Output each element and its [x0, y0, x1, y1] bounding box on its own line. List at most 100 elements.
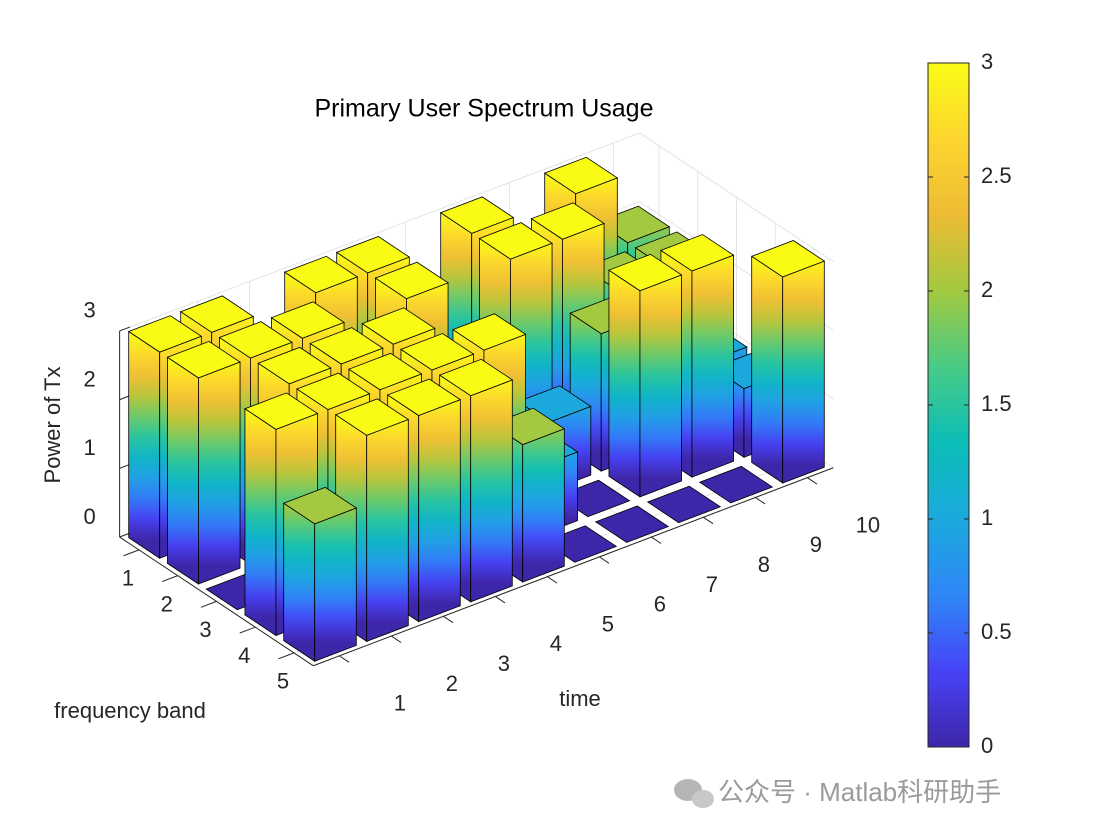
colorbar-tick-label: 2.5 — [981, 163, 1012, 188]
x-axis-label: time — [559, 686, 601, 711]
bar-top-face — [608, 253, 683, 292]
y-axis-label: frequency band — [54, 698, 206, 723]
x-tick-label: 3 — [498, 651, 510, 676]
bar-top-face — [179, 295, 255, 333]
icon-bubble — [692, 790, 714, 808]
x-tick — [599, 556, 610, 564]
bar-top-face — [400, 333, 475, 371]
bar — [750, 240, 826, 484]
bar-top-face — [296, 372, 371, 411]
bar-top-face — [348, 352, 423, 391]
z-axis-label: Power of Tx — [40, 367, 65, 484]
y-tick — [123, 549, 140, 557]
x-tick — [651, 536, 662, 544]
y-tick-label: 3 — [199, 617, 211, 642]
x-tick-label: 1 — [394, 691, 406, 716]
bar-front-face — [782, 260, 825, 484]
x-tick — [547, 576, 558, 584]
y-tick-label: 4 — [238, 643, 250, 668]
y-tick-label: 5 — [277, 669, 289, 694]
bar — [608, 253, 683, 498]
y-tick-label: 2 — [161, 591, 173, 616]
z-tick — [119, 326, 131, 332]
x-tick-label: 2 — [446, 671, 458, 696]
x-tick — [703, 516, 714, 525]
colorbar-tick-label: 1 — [981, 505, 993, 530]
bar-top-face — [244, 392, 319, 430]
chart-title: Primary User Spectrum Usage — [315, 95, 654, 123]
z-tick-label: 2 — [84, 366, 96, 391]
bar-top-face — [594, 505, 670, 543]
x-tick — [807, 477, 818, 485]
grid-line — [119, 132, 640, 332]
bar-top-face — [309, 327, 384, 365]
bar-front-face — [691, 254, 734, 478]
bar-front-face — [366, 418, 409, 643]
bar-front-face — [470, 379, 513, 603]
bar-top-face — [478, 222, 553, 260]
colorbar-tick-label: 3 — [981, 49, 993, 74]
bar-top-face — [660, 234, 735, 272]
bar-top-face — [452, 313, 527, 351]
watermark: 公众号 · Matlab科研助手 — [718, 777, 1001, 807]
bar-top-face — [361, 307, 436, 345]
y-tick — [239, 626, 256, 634]
x-tick — [755, 497, 766, 505]
bar-top-face — [218, 321, 293, 359]
x-tick-label: 5 — [602, 611, 614, 636]
bar-side-face — [128, 330, 161, 559]
x-tick — [443, 615, 454, 624]
z-tick-label: 0 — [84, 504, 96, 529]
bar-top-face — [282, 486, 358, 525]
bar-front-face — [522, 428, 565, 583]
grid-line — [639, 132, 834, 263]
z-tick-label: 1 — [84, 435, 96, 460]
bar-top-face — [270, 301, 345, 339]
x-tick-label: 7 — [706, 572, 718, 597]
bar — [166, 340, 241, 585]
bar-top-face — [530, 202, 605, 240]
z-tick — [119, 463, 131, 469]
colorbar-tick-label: 1.5 — [981, 391, 1012, 416]
y-tick — [200, 600, 217, 608]
bar-front-face — [314, 507, 357, 662]
bar-top-face — [127, 315, 203, 353]
bar-top-face — [334, 398, 410, 436]
bar-top-face — [335, 236, 411, 274]
y-tick-label: 1 — [122, 566, 134, 591]
bar-side-face — [167, 356, 199, 585]
colorbar — [927, 62, 970, 748]
bar-side-face — [244, 408, 277, 637]
x-tick-label: 8 — [758, 552, 770, 577]
x-tick — [495, 596, 506, 604]
bar-top-face — [283, 255, 359, 294]
x-tick-label: 10 — [856, 512, 880, 537]
x-tick-label: 6 — [654, 592, 666, 617]
bar — [594, 505, 670, 543]
bar-top-face — [374, 261, 449, 300]
bar — [282, 486, 358, 662]
bar — [646, 485, 722, 524]
bar-top-face — [543, 156, 619, 195]
bar-top-face — [438, 358, 514, 397]
bar-side-face — [751, 255, 784, 484]
colorbar-tick-label: 0.5 — [981, 619, 1012, 644]
colorbar-tick-label: 0 — [981, 733, 993, 758]
bar-front-face — [639, 274, 682, 498]
y-tick — [278, 652, 295, 660]
bar-top-face — [750, 240, 826, 278]
bar-side-face — [283, 502, 316, 662]
x-tick-label: 9 — [810, 532, 822, 557]
y-tick — [161, 575, 178, 583]
bar-side-face — [608, 269, 641, 498]
bar-top-face — [166, 340, 241, 379]
bar-top-face — [257, 346, 332, 385]
z-tick — [119, 395, 131, 401]
x-tick-label: 4 — [550, 631, 562, 656]
bar-top-face — [698, 465, 774, 504]
x-axis-line — [313, 467, 834, 667]
x-tick — [339, 655, 350, 663]
bar — [698, 465, 774, 504]
